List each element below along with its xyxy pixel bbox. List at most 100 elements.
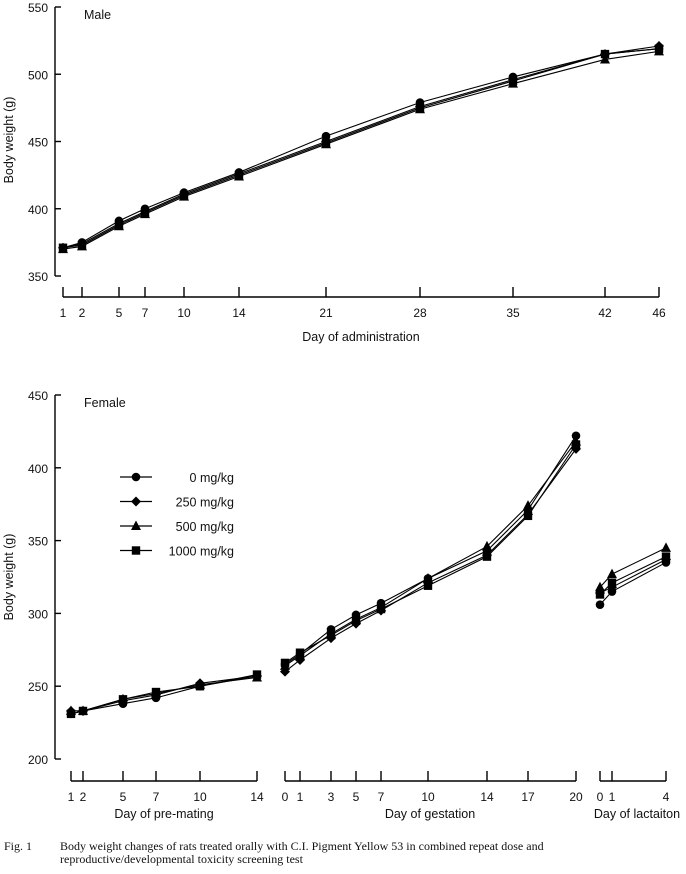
legend-label: 250 mg/kg (176, 496, 234, 510)
lactation-x-tick-label: 1 (609, 790, 616, 804)
premating-point-square (78, 706, 88, 716)
gestation-point-square (280, 658, 290, 668)
premating-x-tick-label: 14 (250, 790, 264, 804)
male-x-tick-label: 46 (652, 306, 666, 320)
legend-label: 1000 mg/kg (169, 545, 234, 559)
male-y-tick-label: 550 (28, 1, 48, 15)
male-y-tick-label: 400 (28, 203, 48, 217)
legend: 0 mg/kg 250 mg/kg 500 mg/kg 1000 mg/kg (120, 471, 234, 559)
premating-x-tick-label: 1 (68, 790, 75, 804)
lactation-point-square (661, 552, 671, 561)
lactation-point-square (595, 590, 605, 599)
lactation-point-triangle (607, 568, 617, 579)
lactation-point-triangle (661, 542, 671, 552)
premating-point-square (252, 670, 262, 679)
premating-point-square (118, 695, 128, 704)
gestation-x-tick-label: 17 (521, 790, 535, 804)
gestation-point-triangle (523, 500, 533, 510)
premating-x-tick-label: 2 (80, 790, 87, 804)
gestation-point-square (523, 511, 533, 521)
female-y-tick-label: 350 (28, 535, 48, 549)
male-x-tick-label: 10 (177, 306, 191, 320)
lactation-x-axis-title: Day of lactaiton (594, 807, 680, 821)
caption-line-1: Body weight changes of rats treated oral… (60, 839, 544, 853)
male-point-square (234, 170, 244, 180)
premating-x-axis-title: Day of pre-mating (114, 807, 213, 821)
male-y-tick-label: 500 (28, 68, 48, 82)
gestation-point-square (423, 581, 433, 590)
gestation-x-tick-label: 14 (480, 790, 494, 804)
male-y-axis-title: Body weight (g) (2, 97, 16, 184)
gestation-point-triangle (482, 540, 492, 551)
gestation-x-tick-label: 20 (569, 790, 583, 804)
gestation-x-axis-title: Day of gestation (385, 807, 475, 821)
male-point-triangle (600, 53, 610, 64)
gestation-x-tick-label: 10 (421, 790, 435, 804)
premating-x-tick-label: 10 (193, 790, 207, 804)
male-point-square (415, 103, 425, 113)
male-point-square (77, 240, 87, 250)
gestation-point-square (376, 604, 386, 614)
male-point-square (114, 220, 124, 230)
premating-x-tick-label: 7 (153, 790, 160, 804)
caption-label: Fig. 1 (4, 839, 33, 853)
male-point-square (179, 191, 189, 200)
gestation-point-square (571, 440, 581, 449)
female-panel: Female Body weight (g) Day of pre-mating… (2, 389, 680, 821)
gestation-x-tick-label: 5 (353, 790, 360, 804)
male-panel-label: Male (84, 8, 111, 22)
legend-item: 250 mg/kg (120, 496, 234, 510)
legend-item: 0 mg/kg (120, 471, 234, 485)
gestation-x-tick-label: 1 (297, 790, 304, 804)
gestation-point-triangle (423, 572, 433, 583)
male-point-square (508, 76, 518, 86)
female-y-tick-label: 400 (28, 462, 48, 476)
gestation-x-tick-label: 0 (282, 790, 289, 804)
gestation-point-square (351, 616, 361, 625)
circle-icon (131, 472, 141, 482)
lactation-x-tick-label: 0 (597, 790, 604, 804)
male-point-square (140, 208, 150, 217)
female-y-tick-label: 200 (28, 753, 48, 767)
male-y-tick-label: 350 (28, 270, 48, 284)
premating-point-square (66, 709, 76, 719)
male-series-line-2 (62, 50, 660, 250)
figure-caption: Fig. 1 Body weight changes of rats treate… (4, 840, 684, 866)
male-series-line-1 (62, 45, 660, 249)
male-x-tick-label: 35 (506, 306, 520, 320)
gestation-point-square (326, 631, 336, 640)
legend-item: 1000 mg/kg (120, 545, 234, 559)
male-point-square (321, 138, 331, 148)
gestation-point-circle (571, 431, 581, 441)
male-point-square (654, 44, 664, 53)
diamond-icon (131, 496, 141, 507)
caption-line-2: reproductive/developmental toxicity scre… (60, 852, 303, 866)
male-x-tick-label: 5 (116, 306, 123, 320)
square-icon (131, 546, 141, 555)
male-panel: Male Body weight (g) Day of administrati… (2, 1, 666, 344)
lactation-x-tick-label: 4 (663, 790, 670, 804)
female-y-tick-label: 450 (28, 389, 48, 403)
male-point-square (600, 49, 610, 59)
gestation-x-tick-label: 7 (378, 790, 385, 804)
lactation-point-circle (595, 600, 605, 609)
male-series-line-0 (62, 48, 660, 249)
premating-series-line-0 (70, 675, 258, 715)
female-panel-label: Female (84, 396, 126, 410)
legend-label: 500 mg/kg (176, 520, 234, 534)
female-y-tick-label: 300 (28, 607, 48, 621)
male-x-axis-title: Day of administration (302, 330, 419, 344)
male-x-tick-label: 14 (232, 306, 246, 320)
male-x-tick-label: 7 (142, 306, 149, 320)
male-series-line-3 (62, 48, 660, 249)
premating-x-tick-label: 5 (120, 790, 127, 804)
female-y-tick-label: 250 (28, 680, 48, 694)
premating-point-square (195, 682, 205, 691)
male-point-square (58, 243, 68, 252)
triangle-icon (131, 520, 141, 530)
gestation-point-square (295, 648, 305, 657)
male-x-tick-label: 42 (598, 306, 612, 320)
legend-item: 500 mg/kg (120, 520, 234, 534)
male-x-tick-label: 28 (413, 306, 427, 320)
